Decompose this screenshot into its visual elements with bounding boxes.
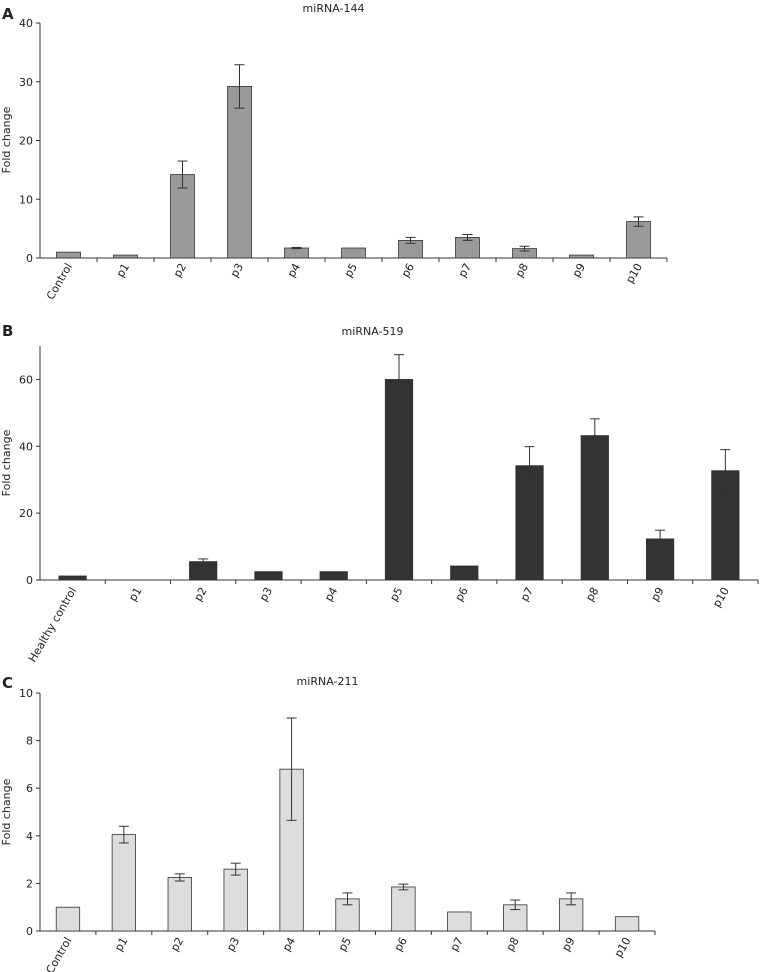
bar-p7 bbox=[447, 911, 472, 932]
x-tick-label: p4 bbox=[285, 261, 303, 280]
y-tick-label: 10 bbox=[19, 687, 33, 700]
x-tick-label: p9 bbox=[648, 585, 666, 604]
y-tick-label: 40 bbox=[19, 17, 33, 30]
x-tick-label: p4 bbox=[322, 585, 340, 604]
x-tick-label: p6 bbox=[392, 935, 410, 954]
chart-title: miRNA-144 bbox=[303, 2, 365, 15]
bar-p10 bbox=[626, 221, 651, 259]
y-tick-label: 40 bbox=[19, 440, 33, 453]
x-tick-label: p2 bbox=[168, 935, 186, 954]
bar-p10 bbox=[614, 916, 640, 932]
x-tick-label: p10 bbox=[612, 935, 634, 960]
y-axis-label: Fold change bbox=[0, 429, 13, 496]
bar-healthy-control bbox=[58, 575, 87, 581]
x-tick-label: Control bbox=[43, 935, 74, 972]
bar-p5 bbox=[384, 379, 414, 581]
y-tick-label: 0 bbox=[26, 574, 33, 587]
y-tick-label: 0 bbox=[26, 252, 33, 265]
bar-p1 bbox=[111, 834, 137, 932]
x-tick-label: p2 bbox=[171, 261, 189, 280]
y-tick-label: 2 bbox=[26, 877, 33, 890]
bar-p6 bbox=[391, 886, 416, 932]
panel-letter: C bbox=[2, 674, 13, 692]
bar-p6 bbox=[450, 565, 479, 581]
y-axis-label: Fold change bbox=[0, 106, 13, 173]
bar-p1 bbox=[113, 254, 138, 259]
bar-p3 bbox=[227, 86, 252, 259]
x-tick-label: p3 bbox=[228, 261, 246, 280]
x-tick-label: p3 bbox=[257, 585, 275, 604]
y-tick-label: 30 bbox=[19, 76, 33, 89]
x-tick-label: p10 bbox=[623, 261, 645, 286]
x-tick-label: p6 bbox=[399, 261, 417, 280]
bar-p5 bbox=[341, 247, 366, 259]
y-tick-label: 4 bbox=[26, 830, 33, 843]
x-tick-label: p8 bbox=[513, 261, 531, 280]
x-tick-label: p5 bbox=[387, 585, 405, 604]
bar-control bbox=[55, 906, 81, 932]
x-tick-label: p5 bbox=[342, 261, 360, 280]
chart-title: miRNA-211 bbox=[297, 675, 359, 688]
chart-title: miRNA-519 bbox=[342, 325, 404, 338]
y-tick-label: 6 bbox=[26, 782, 33, 795]
x-tick-label: p7 bbox=[448, 935, 466, 954]
x-tick-label: Healthy control bbox=[26, 585, 79, 664]
bar-p9 bbox=[569, 254, 594, 259]
x-tick-label: p1 bbox=[112, 935, 130, 954]
x-tick-label: p8 bbox=[504, 935, 522, 954]
x-tick-label: p9 bbox=[570, 261, 588, 280]
panel-letter: B bbox=[2, 322, 13, 340]
y-tick-label: 60 bbox=[19, 373, 33, 386]
x-tick-label: p10 bbox=[710, 585, 732, 610]
y-tick-label: 20 bbox=[19, 135, 33, 148]
x-tick-label: p5 bbox=[336, 935, 354, 954]
x-tick-label: p1 bbox=[126, 585, 144, 604]
x-tick-label: p7 bbox=[518, 585, 536, 604]
x-tick-label: p7 bbox=[456, 261, 474, 280]
y-tick-label: 0 bbox=[26, 925, 33, 938]
x-tick-label: p6 bbox=[453, 585, 471, 604]
x-tick-label: p2 bbox=[192, 585, 210, 604]
bar-p3 bbox=[223, 868, 248, 932]
bar-p4 bbox=[284, 247, 309, 259]
x-tick-label: p8 bbox=[583, 585, 601, 604]
y-tick-label: 8 bbox=[26, 735, 33, 748]
bar-p8 bbox=[580, 435, 609, 581]
x-tick-label: p3 bbox=[224, 935, 242, 954]
x-tick-label: p9 bbox=[559, 935, 577, 954]
x-tick-label: Control bbox=[44, 261, 75, 302]
panel-letter: A bbox=[2, 5, 14, 23]
bar-control bbox=[56, 251, 81, 259]
y-tick-label: 20 bbox=[19, 507, 33, 520]
bar-p3 bbox=[254, 571, 283, 581]
y-tick-label: 10 bbox=[19, 193, 33, 206]
x-tick-label: p4 bbox=[280, 935, 298, 954]
bar-p4 bbox=[319, 571, 348, 581]
x-tick-label: p1 bbox=[114, 261, 132, 280]
bar-p2 bbox=[167, 877, 192, 932]
y-axis-label: Fold change bbox=[0, 778, 13, 845]
